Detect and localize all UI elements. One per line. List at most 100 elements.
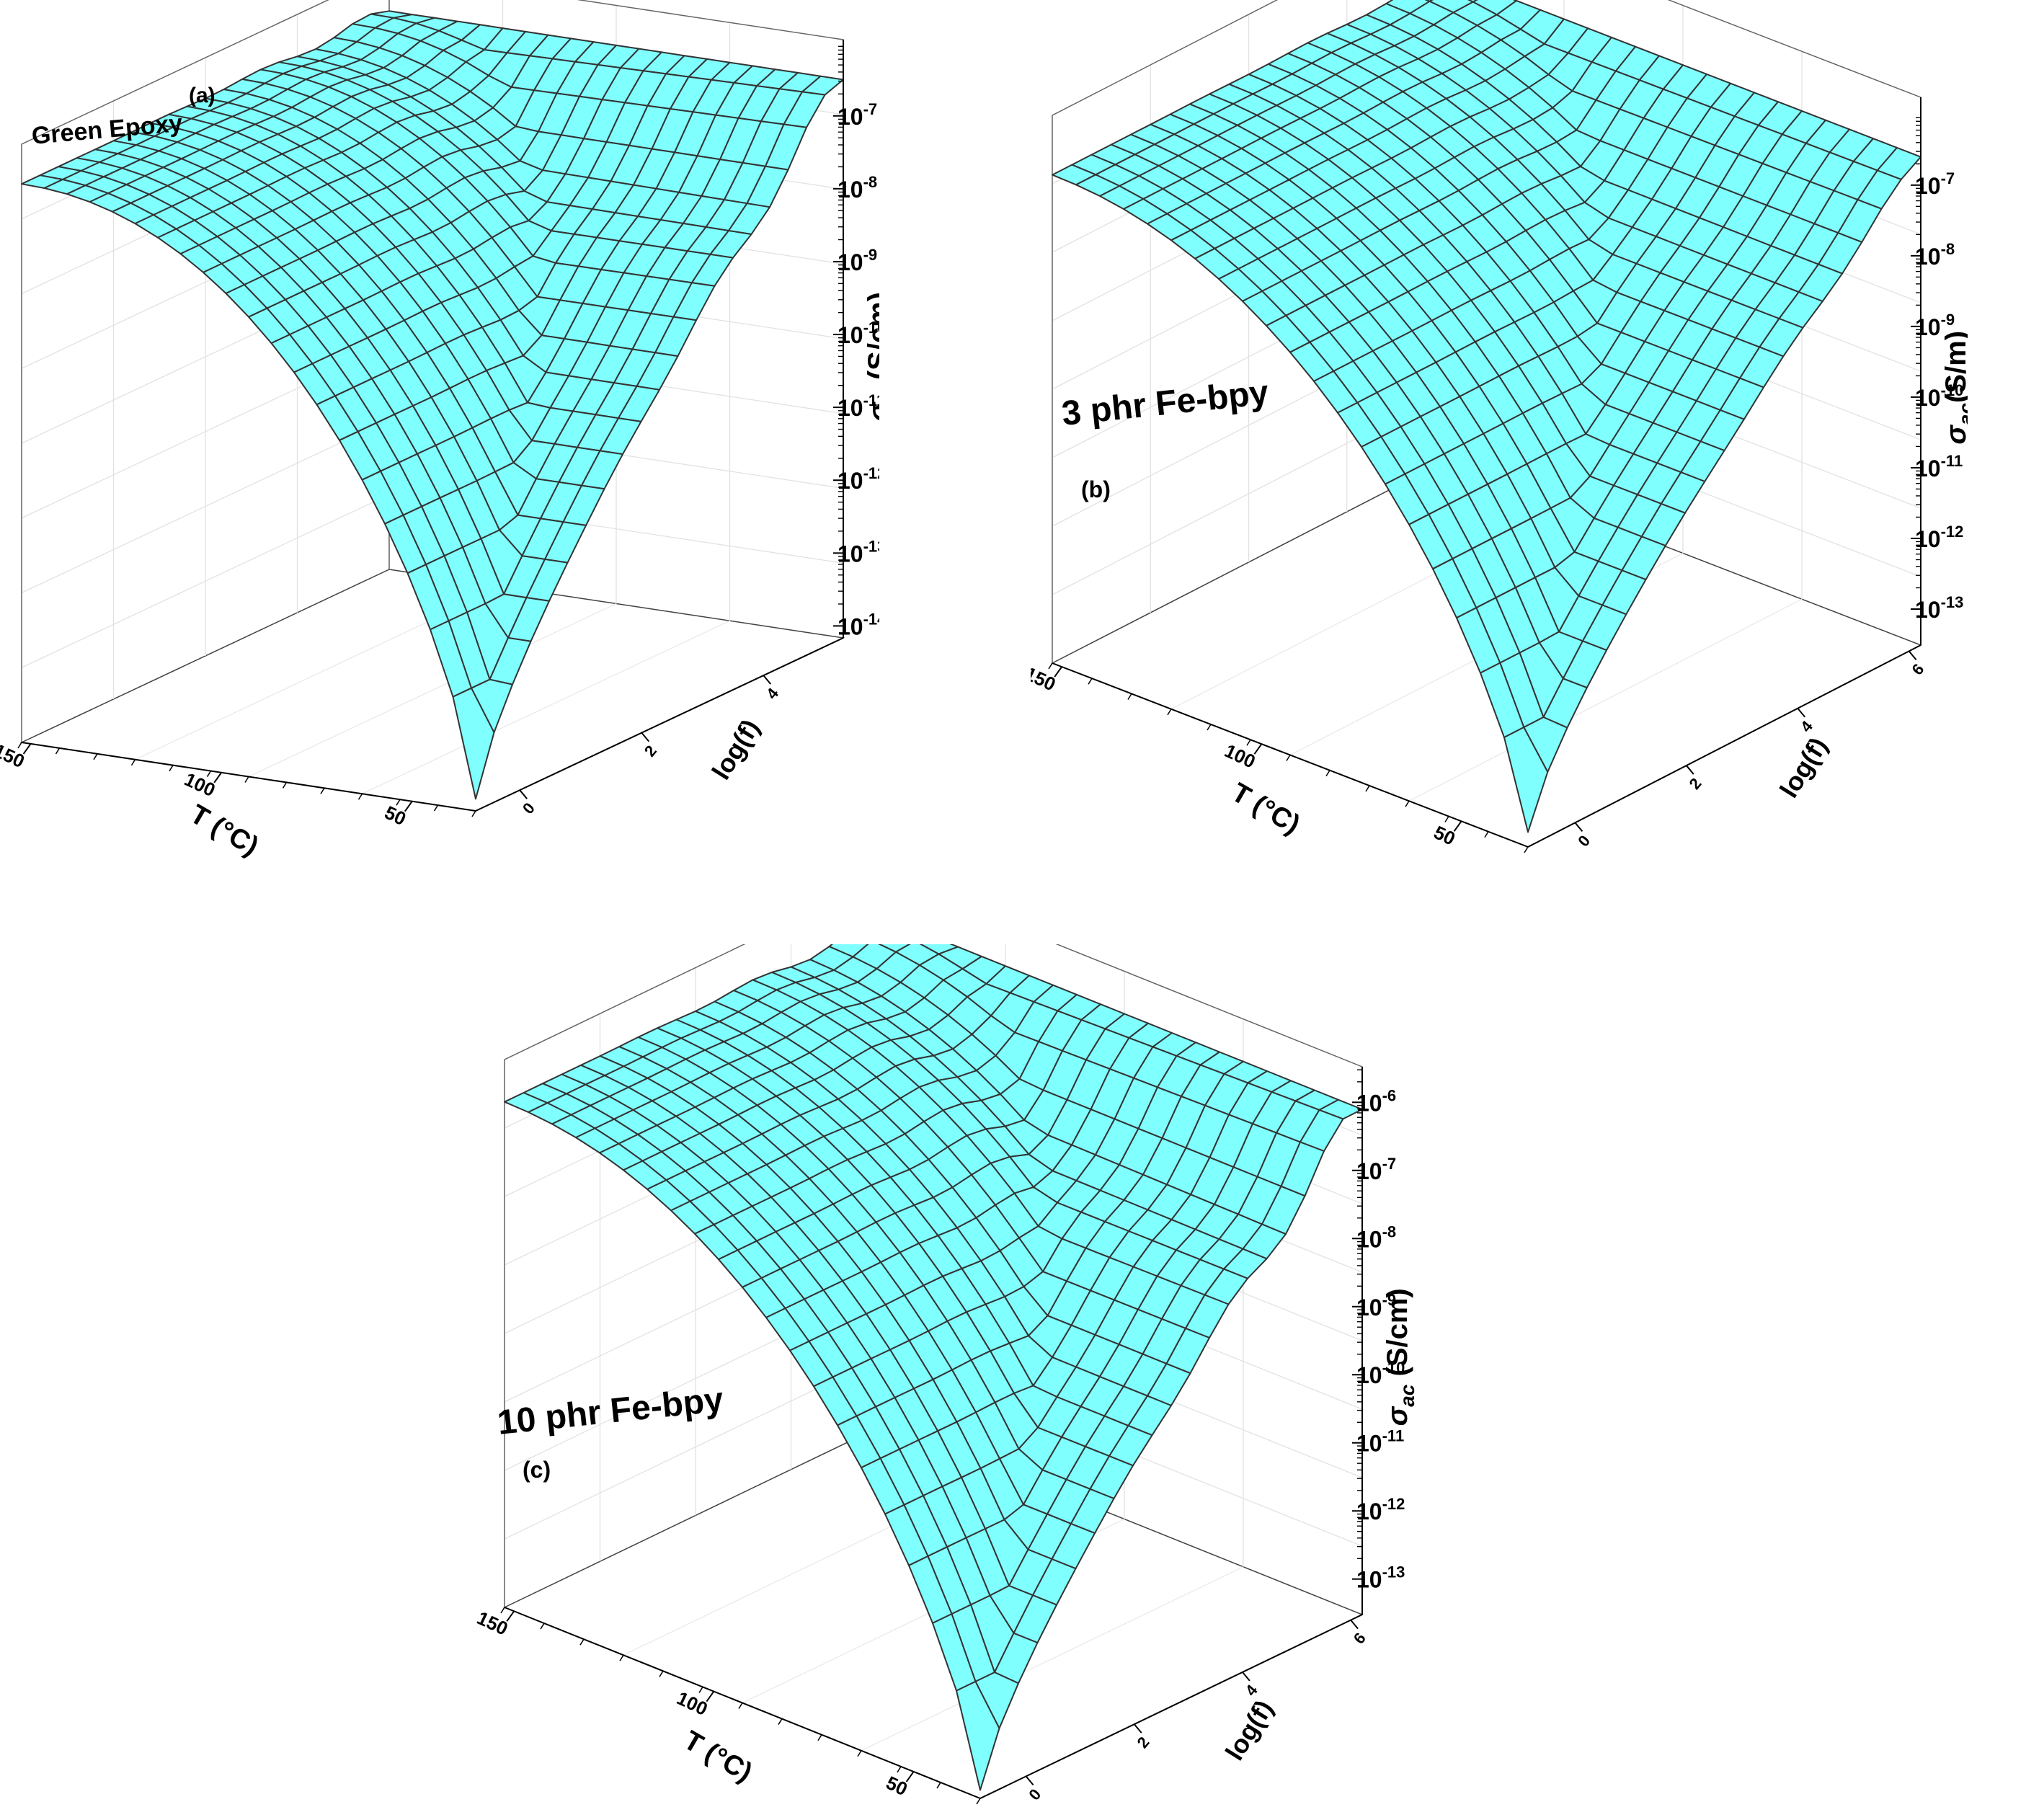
z-tick-base: 10 [1356,1362,1382,1388]
z-tick-label: 10-14 [837,610,879,639]
z-tick-label: 10-8 [837,173,877,203]
x-minor-tick [1167,709,1172,716]
x-tick-label: 150 [0,740,28,773]
y-tick [1686,765,1694,775]
z-tick-base: 10 [837,613,863,639]
floor-gridline [1408,598,1803,802]
z-tick-base: 10 [1356,1090,1382,1116]
y-tick-label: 0 [519,799,538,817]
z-tick-exponent: -13 [863,537,879,555]
y-tick-label: 0 [1025,1785,1044,1803]
x-minor-tick [1088,678,1093,685]
z-tick-base: 10 [837,104,863,130]
y-tick [1025,1775,1034,1786]
y-tick-label: 6 [1908,660,1927,678]
z-tick-exponent: -7 [1382,1155,1397,1173]
x-minor-tick [357,793,363,800]
x-minor-tick [897,1766,902,1773]
z-tick-exponent: -14 [863,610,879,628]
surface-cell [1503,727,1549,833]
z-tick-label: 10-9 [1356,1291,1396,1320]
y-axis-line [979,1614,1363,1799]
floor-gridline [861,1566,1244,1752]
x-minor-tick [1484,831,1489,838]
x-tick [1253,743,1263,755]
x-minor-tick [1246,739,1251,746]
z-tick-label: 10-12 [1356,1495,1405,1524]
x-tick-label: 50 [883,1772,911,1800]
x-tick-label: 100 [181,768,218,802]
z-tick-exponent: -7 [863,100,878,118]
panel-tag: (b) [1081,476,1111,502]
z-tick-exponent: -9 [1382,1291,1397,1309]
z-tick-base: 10 [1915,456,1941,481]
z-tick-exponent: -11 [1941,452,1963,470]
z-tick-label: 10-7 [1915,169,1955,199]
z-tick-label: 10-10 [1356,1359,1405,1388]
z-axis-label-symbol: σ [1940,425,1968,445]
x-minor-tick [1405,800,1410,807]
x-minor-tick [244,776,249,783]
x-tick [706,1691,715,1703]
z-tick-label: 10-11 [1915,452,1963,481]
x-minor-tick [698,1687,703,1693]
x-tick [1453,820,1462,832]
z-axis-label: σac (S/cm) [1382,1288,1418,1426]
x-minor-tick [169,765,174,772]
x-minor-tick [1048,662,1053,670]
x-axis-label: T (°C) [678,1725,757,1788]
z-tick-base: 10 [837,468,863,494]
z-tick-base: 10 [1356,1295,1382,1320]
z-axis-label-subscript: ac [877,380,879,403]
surface-cell [956,1680,1000,1791]
x-tick-label: 50 [1431,821,1459,849]
z-tick-base: 10 [1356,1226,1382,1252]
y-tick-label: 2 [1686,775,1705,793]
z-tick-base: 10 [1915,385,1941,411]
top-edge [1052,0,1278,116]
z-tick-label: 10-11 [1356,1427,1404,1457]
z-tick-label: 10-13 [1356,1563,1405,1593]
z-tick-label: 10-12 [1915,523,1963,552]
z-tick-exponent: -11 [1382,1427,1405,1445]
x-minor-tick [471,810,476,817]
z-axis-label-unit: (S/cm) [1382,1288,1413,1384]
x-tick [404,801,413,812]
x-minor-tick [17,742,22,749]
x-tick-label: 100 [1222,740,1259,773]
z-tick-base: 10 [1356,1499,1382,1524]
z-tick-exponent: -8 [863,173,878,191]
chart-panel-a: 1501005002410-1410-1310-1210-1110-1010-9… [0,0,899,869]
top-edge [21,0,329,145]
z-tick-exponent: -9 [863,246,878,264]
top-edge [577,0,844,40]
x-minor-tick [1365,785,1370,792]
x-tick-label: 100 [674,1687,711,1721]
z-tick-base: 10 [1356,1431,1382,1457]
x-tick [1054,666,1063,678]
z-axis-label-symbol: σ [863,401,879,422]
panel-tag: (c) [523,1457,551,1483]
chart-panel-b: 150 100 50 0 2 4 6 10-13 10-12 10-11 10-10 10-9 10-8… [1021,0,1977,869]
surface [1052,0,1921,833]
z-tick-base: 10 [1915,244,1941,270]
y-tick [1797,708,1806,718]
y-tick [763,675,772,685]
x-minor-tick [936,1782,941,1789]
y-tick [1574,822,1583,833]
z-tick-exponent: -7 [1941,169,1955,187]
z-tick-exponent: -12 [863,464,879,482]
x-tick-label: 150 [476,1607,511,1640]
x-minor-tick [1444,816,1449,822]
z-axis-label-unit: (S/cm) [863,292,879,380]
x-minor-tick [857,1750,862,1757]
x-minor-tick [282,782,288,789]
x-minor-tick [778,1718,783,1725]
z-tick-label: 10-10 [1915,381,1963,411]
y-tick [641,732,650,742]
y-tick [1908,650,1917,661]
z-tick-base: 10 [837,541,863,567]
y-axis-label: log(f) [1774,732,1833,803]
x-tick-label: 150 [1031,662,1059,696]
x-axis-label: T (°C) [1226,777,1305,840]
